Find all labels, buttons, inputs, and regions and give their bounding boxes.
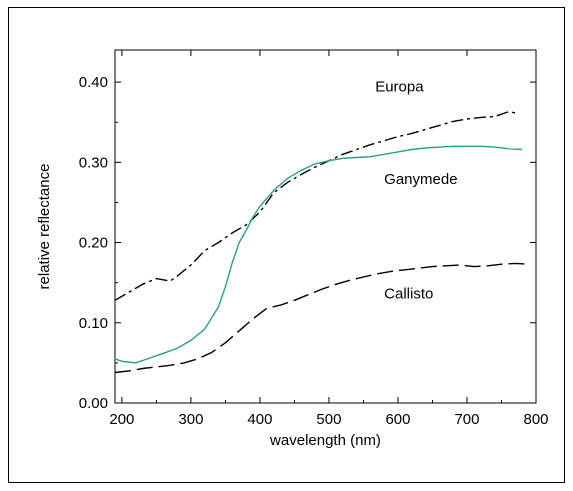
x-tick-label: 800	[523, 411, 548, 428]
y-tick-label: 0.10	[79, 315, 108, 332]
series-line-ganymede	[114, 145, 523, 364]
series-label-europa: Europa	[375, 79, 424, 96]
y-axis-title: relative reflectance	[36, 164, 53, 290]
x-tick-label: 500	[316, 411, 341, 428]
y-tick-label: 0.20	[79, 235, 108, 252]
x-tick-label: 600	[385, 411, 410, 428]
x-axis: 200 300 400 500 600 700 800	[109, 50, 549, 428]
y-tick-label: 0.30	[79, 154, 108, 171]
series-layer	[114, 111, 530, 374]
y-tick-label: 0.00	[79, 395, 108, 412]
series-line-europa	[114, 111, 519, 301]
figure-frame: 200 300 400 500 600 700 800 0.00 0.10 0.20 0.30 0.…	[8, 7, 565, 483]
y-tick-label: 0.40	[79, 74, 108, 91]
x-tick-label: 700	[454, 411, 479, 428]
x-tick-label: 300	[178, 411, 203, 428]
reflectance-chart: 200 300 400 500 600 700 800 0.000.100.200.300.…	[36, 49, 549, 449]
x-tick-label: 200	[109, 411, 134, 428]
series-label-ganymede: Ganymede	[384, 171, 457, 188]
y-axis: 0.00 0.10 0.20 0.30 0.40	[79, 74, 536, 412]
series-label-callisto: Callisto	[384, 286, 433, 303]
x-axis-title: wavelength (nm)	[269, 432, 381, 449]
plot-area	[114, 49, 537, 404]
series-line-callisto	[114, 262, 530, 374]
x-tick-label: 400	[247, 411, 272, 428]
